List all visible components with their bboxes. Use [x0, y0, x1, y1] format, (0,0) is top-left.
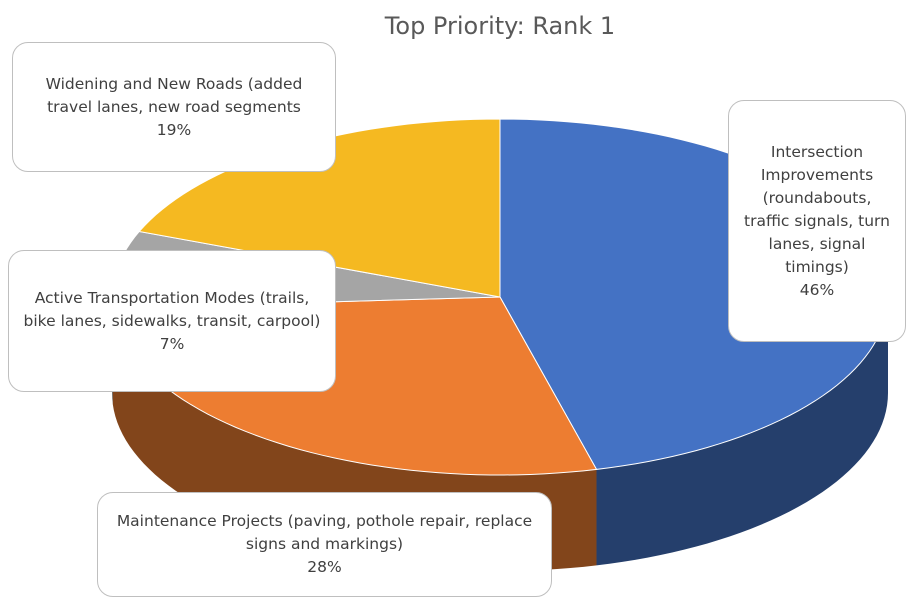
category-name: Active Transportation Modes (trails, bik… [23, 288, 321, 330]
value-label: 28% [307, 558, 342, 576]
data-label: Intersection Improvements (roundabouts, … [728, 100, 906, 342]
chart-title: Top Priority: Rank 1 [384, 12, 616, 40]
value-label: 46% [799, 280, 835, 299]
data-label: Widening and New Roads (added travel lan… [12, 42, 336, 172]
value-label: 7% [159, 334, 185, 353]
data-label: Active Transportation Modes (trails, bik… [8, 250, 336, 392]
slice-side [596, 297, 888, 566]
data-label: Maintenance Projects (paving, pothole re… [97, 492, 552, 597]
value-label: 19% [156, 120, 192, 139]
category-name: Intersection Improvements (roundabouts, … [744, 142, 890, 276]
category-name: Maintenance Projects (paving, pothole re… [116, 512, 533, 553]
category-name: Widening and New Roads (added travel lan… [45, 74, 303, 116]
